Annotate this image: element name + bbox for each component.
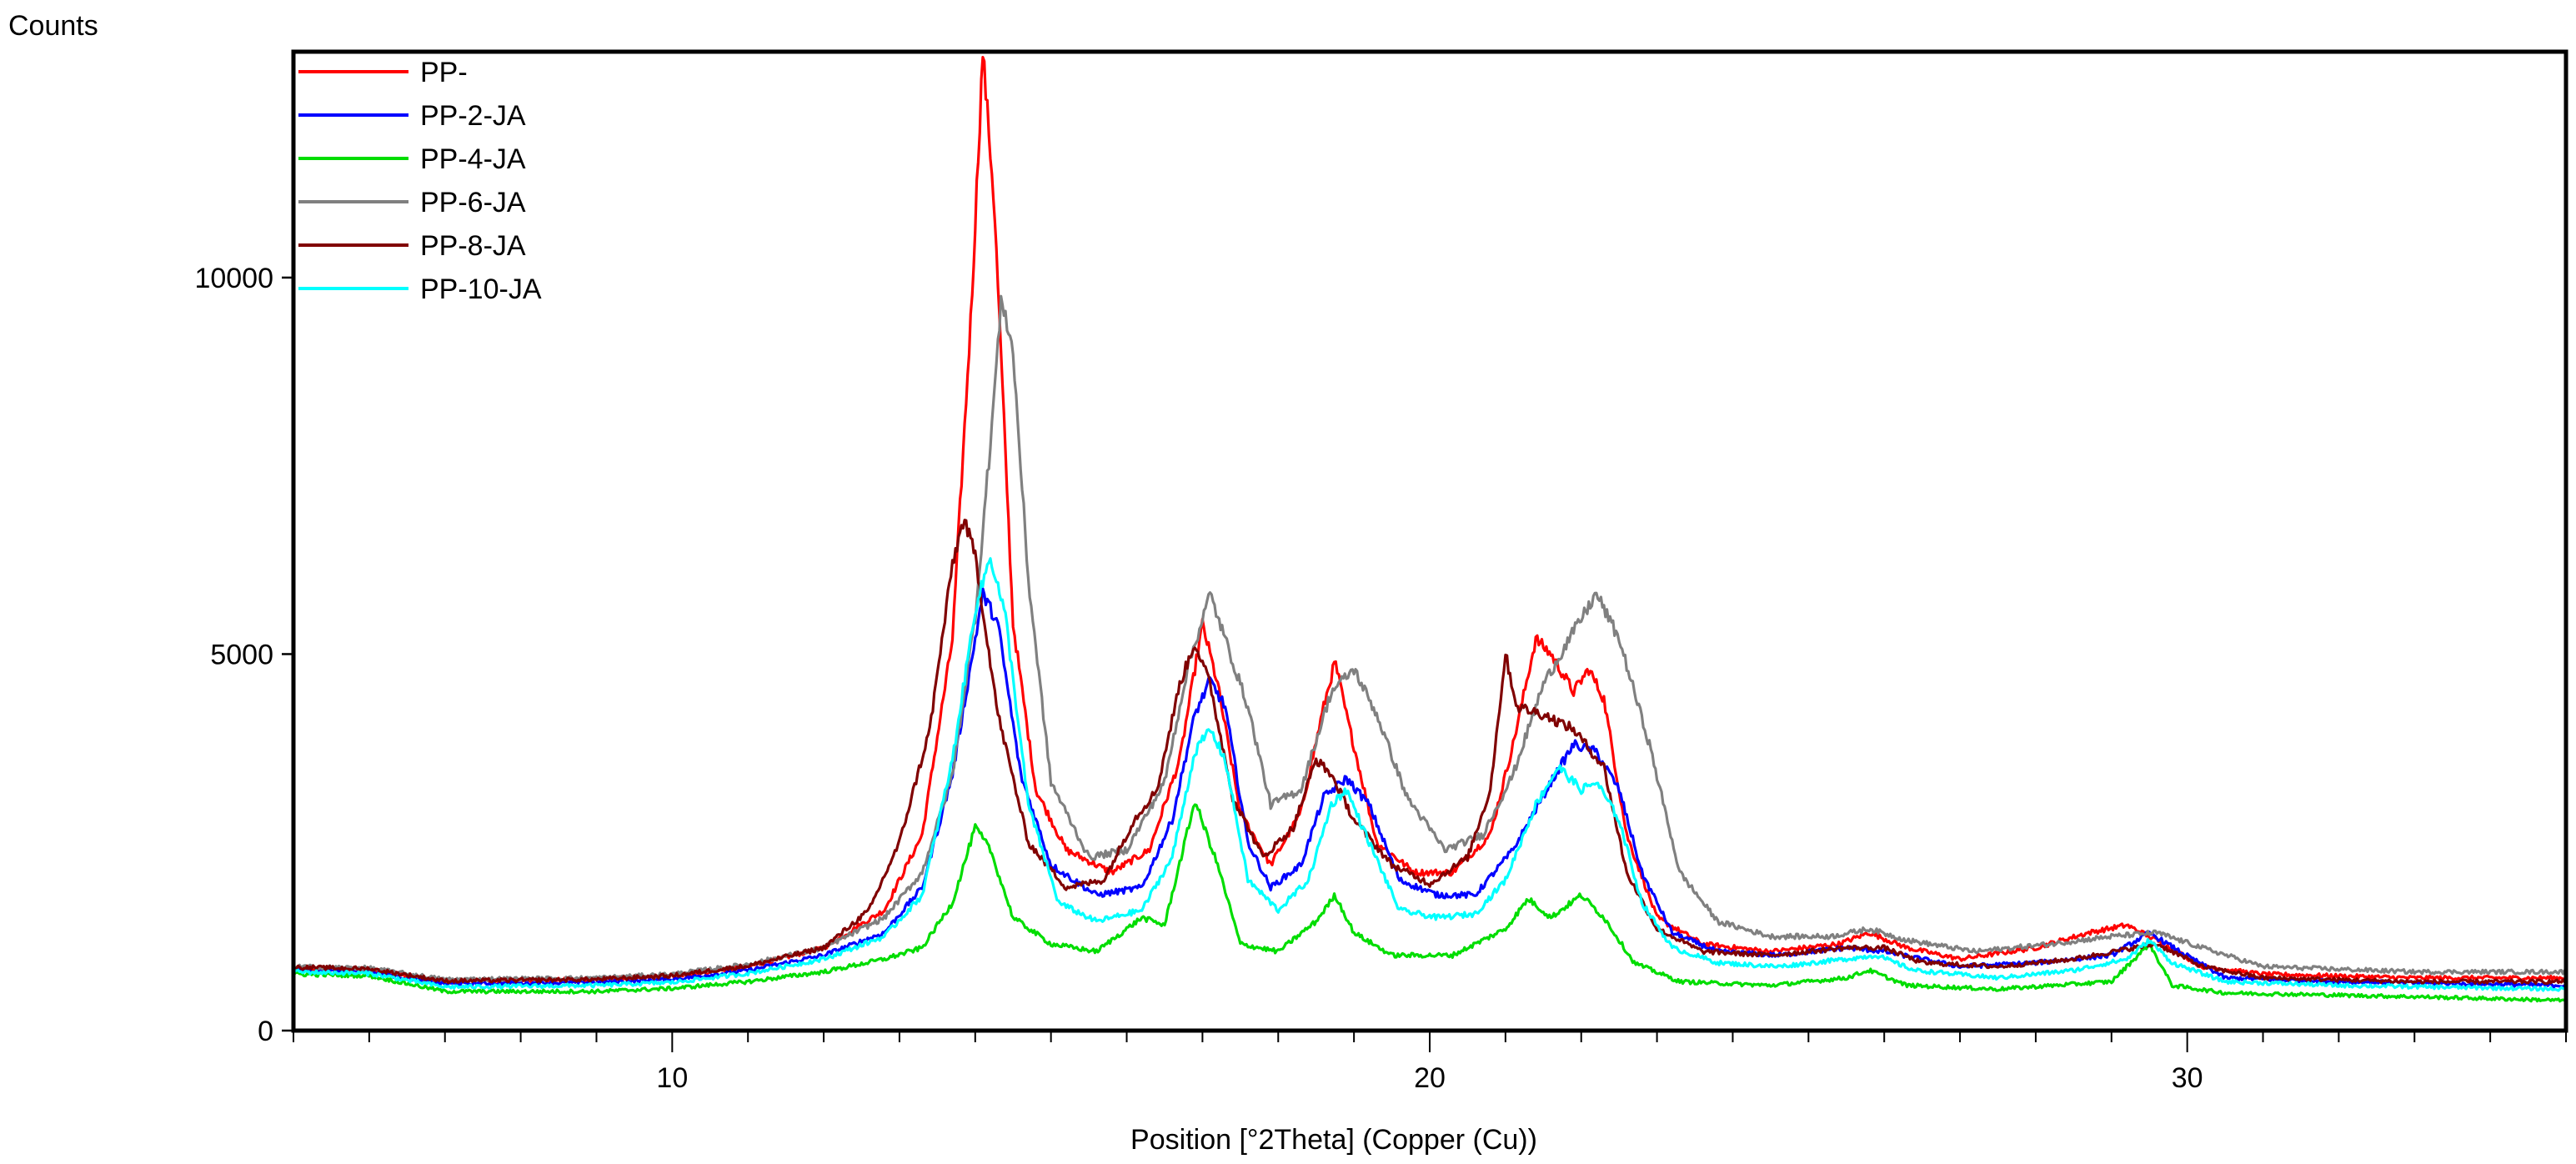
series-line-2 — [292, 803, 2568, 1003]
legend-label-1: PP-2-JA — [420, 100, 526, 132]
y-tick-label-10000: 10000 — [194, 263, 273, 294]
x-tick-label-10: 10 — [656, 1062, 688, 1094]
legend-label-5: PP-10-JA — [420, 273, 542, 305]
legend-label-4: PP-8-JA — [420, 230, 526, 262]
legend-label-3: PP-6-JA — [420, 187, 526, 218]
legend-label-2: PP-4-JA — [420, 143, 526, 175]
y-axis-title: Counts — [8, 10, 98, 42]
legend: PP- PP-2-JA PP-4-JA PP-6-JA PP-8-JA PP-10-JA — [298, 57, 542, 305]
series-line-0 — [292, 56, 2567, 985]
x-axis-title: Position [°2Theta] (Copper (Cu)) — [1130, 1124, 1537, 1156]
series-line-5 — [292, 557, 2567, 992]
y-tick-label-0: 0 — [258, 1016, 273, 1047]
y-axis: 0 5000 10000 — [194, 263, 293, 1047]
y-tick-label-5000: 5000 — [210, 639, 273, 670]
series-line-3 — [292, 294, 2568, 983]
x-tick-label-20: 20 — [1414, 1062, 1446, 1094]
series-line-4 — [293, 519, 2567, 986]
series-layer — [292, 56, 2568, 1003]
x-tick-label-30: 30 — [2172, 1062, 2203, 1094]
x-axis: 10 20 30 — [293, 1031, 2567, 1094]
series-line-1 — [292, 587, 2567, 989]
legend-label-0: PP- — [420, 57, 468, 88]
